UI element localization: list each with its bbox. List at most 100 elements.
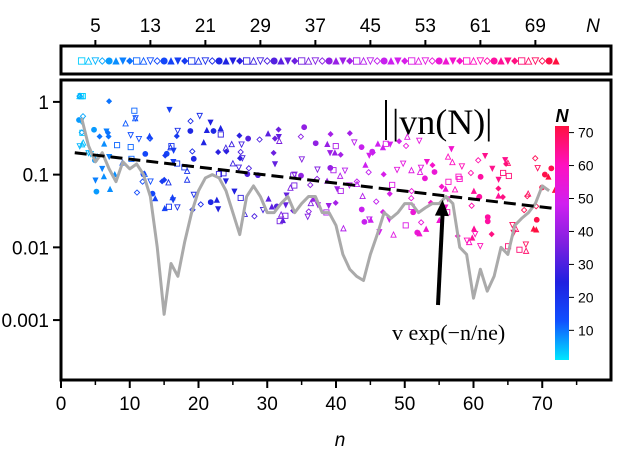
scatter-point <box>463 237 471 245</box>
scatter-point <box>330 167 337 174</box>
scatter-point <box>500 169 507 177</box>
y-tick-label: 0.01 <box>12 238 49 259</box>
scatter-point <box>168 142 175 150</box>
top-strip-marker <box>208 57 217 65</box>
top-strip-marker <box>236 57 244 65</box>
scatter-point <box>174 127 182 135</box>
scatter-point <box>287 184 294 191</box>
scatter-point <box>174 204 181 212</box>
top-tick-label: 53 <box>415 16 436 37</box>
scatter-point <box>215 206 222 213</box>
scatter-point <box>471 231 479 238</box>
top-strip-marker <box>284 57 292 65</box>
top-strip-marker <box>291 57 299 65</box>
top-strip-marker <box>242 57 251 65</box>
top-tick-label: 37 <box>305 16 326 37</box>
scatter-point <box>147 178 154 186</box>
scatter-point <box>305 208 312 215</box>
scatter-point <box>332 143 339 150</box>
scatter-point <box>231 188 238 195</box>
top-strip-marker <box>359 56 368 65</box>
scatter-point <box>76 92 83 100</box>
scatter-point <box>416 230 423 237</box>
scatter-point <box>106 98 113 105</box>
scatter-point <box>361 218 368 225</box>
scatter-point <box>213 196 220 203</box>
scatter-point <box>96 133 103 140</box>
top-strip-marker <box>421 57 430 66</box>
scatter-point <box>127 132 135 139</box>
scatter-point <box>106 154 113 161</box>
scatter-point <box>399 160 407 168</box>
scatter-point <box>100 173 108 180</box>
top-strip-marker <box>332 57 340 65</box>
top-tick-label: 13 <box>140 16 161 37</box>
scatter-point <box>402 142 410 150</box>
top-strip-marker <box>476 57 485 66</box>
top-tick-label: 69 <box>525 16 546 37</box>
scatter-point <box>229 159 237 167</box>
scatter-point <box>449 158 456 166</box>
top-strip: 5 13 21 29 37 45 53 61 69 N <box>59 16 613 76</box>
scatter-point <box>105 133 112 140</box>
scatter-point <box>502 157 509 164</box>
scatter-point <box>524 190 532 197</box>
scatter-point <box>79 138 87 146</box>
scatter-point <box>468 202 475 209</box>
scatter-point <box>389 181 396 188</box>
y-tick-label: 0.001 <box>1 311 49 332</box>
top-strip-marker <box>249 56 258 65</box>
scatter-point <box>162 152 169 159</box>
scatter-point <box>314 166 321 174</box>
scatter-point <box>438 183 445 190</box>
colorbar-gradient <box>555 126 569 360</box>
scatter-point <box>365 168 372 176</box>
vn-title-annotation: |vn(N)| <box>385 100 492 142</box>
scatter-point <box>382 140 389 147</box>
top-strip-marker <box>490 57 498 65</box>
top-strip-marker <box>511 57 519 65</box>
scatter-point <box>101 140 108 147</box>
scatter-point <box>408 187 415 195</box>
top-strip-marker <box>167 57 175 65</box>
scatter-point <box>332 199 339 206</box>
scatter-point <box>474 157 482 164</box>
scatter-point <box>469 234 476 241</box>
scatter-point <box>429 162 436 169</box>
scatter-point <box>331 149 338 156</box>
scatter-point <box>337 187 344 195</box>
scatter-point <box>210 128 217 134</box>
scatter-point <box>341 167 349 175</box>
fit-formula-text: v exp(−n/ne) <box>392 320 505 345</box>
scatter-point <box>372 198 380 205</box>
top-strip-marker <box>366 57 375 66</box>
scatter-point <box>353 178 361 185</box>
x-tick-label: 10 <box>119 394 140 415</box>
scatter-point <box>531 155 539 162</box>
top-strip-marker <box>77 57 86 65</box>
scatter-point <box>222 178 229 185</box>
top-strip-markers <box>77 56 560 66</box>
scatter-point <box>359 192 366 200</box>
x-axis-ticks: 0 10 20 30 40 50 60 70 <box>56 380 578 415</box>
scatter-point <box>228 140 236 148</box>
scatter-point <box>415 137 423 145</box>
scatter-point <box>135 136 143 143</box>
top-strip-marker <box>552 57 560 65</box>
top-strip-marker <box>497 57 505 65</box>
scatter-point <box>235 164 243 172</box>
scatter-point <box>327 131 334 138</box>
x-tick-label: 30 <box>257 394 278 415</box>
vn-title-text: |vn(N)| <box>392 102 492 142</box>
top-tick-label: 5 <box>90 16 101 37</box>
colorbar-tick-label: 40 <box>578 223 594 239</box>
scatter-point <box>390 230 397 238</box>
scatter-point <box>458 163 466 170</box>
colorbar-tick-label: 10 <box>578 322 594 338</box>
x-tick-label: 70 <box>532 394 553 415</box>
top-strip-marker <box>297 57 306 65</box>
top-strip-marker <box>181 57 189 65</box>
scatter-point <box>470 225 478 232</box>
scatter-point <box>380 171 387 178</box>
top-strip-marker <box>428 57 437 65</box>
